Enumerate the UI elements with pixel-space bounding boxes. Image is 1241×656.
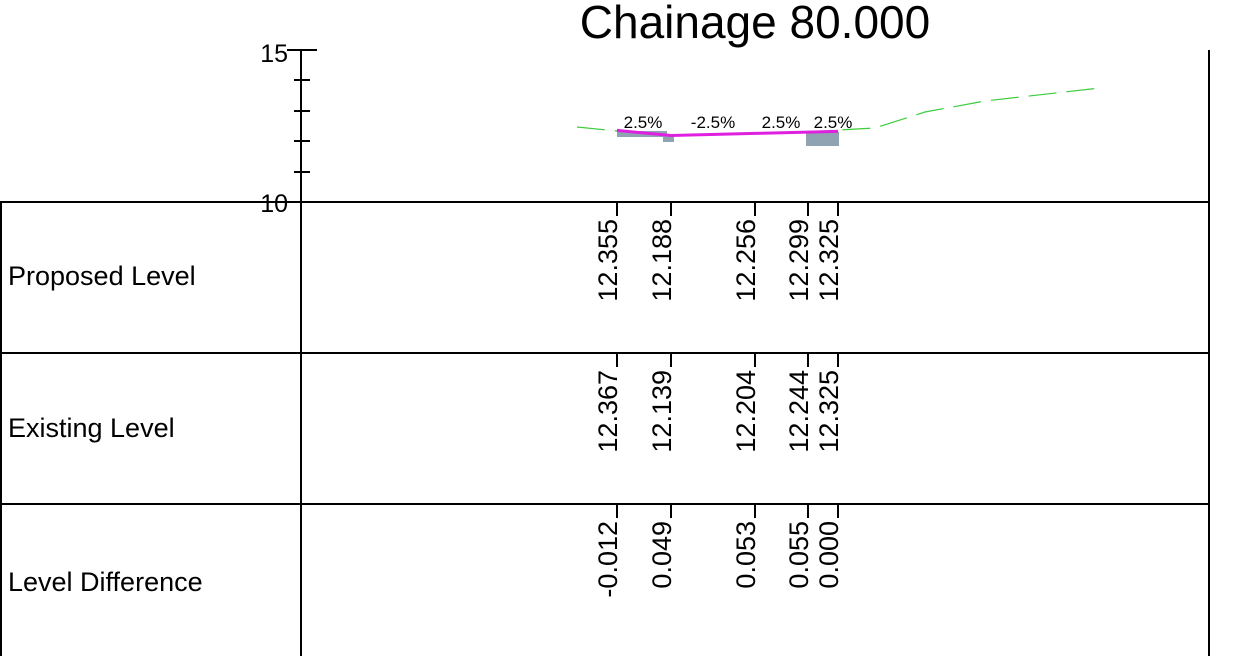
level-value: 12.325 (814, 370, 844, 453)
level-value: 0.053 (731, 521, 761, 589)
slope-label: 2.5% (624, 113, 663, 132)
level-value: 0.049 (647, 521, 677, 589)
slope-label: 2.5% (762, 113, 801, 132)
axis-label: 15 (260, 40, 288, 68)
level-value: 12.139 (647, 370, 677, 453)
layer (806, 132, 839, 146)
level-value: -0.012 (593, 521, 623, 598)
level-value: 12.204 (731, 370, 761, 453)
title: Chainage 80.000 (580, 0, 930, 48)
level-value: 12.299 (784, 219, 814, 302)
layer (663, 134, 674, 142)
level-value: 12.256 (731, 219, 761, 302)
level-value: 0.055 (784, 521, 814, 589)
slope-label: -2.5% (691, 113, 735, 132)
level-value: 0.000 (814, 521, 844, 589)
row-label: Proposed Level (8, 261, 196, 291)
row-label: Level Difference (8, 567, 203, 597)
level-value: 12.188 (647, 219, 677, 302)
proposed-profile (616, 128, 839, 137)
level-value: 12.244 (784, 370, 814, 453)
row-label: Existing Level (8, 413, 175, 443)
level-value: 12.355 (593, 219, 623, 302)
slope-label: 2.5% (814, 113, 853, 132)
level-value: 12.325 (814, 219, 844, 302)
axis-label: 10 (260, 190, 288, 218)
level-value: 12.367 (593, 370, 623, 453)
